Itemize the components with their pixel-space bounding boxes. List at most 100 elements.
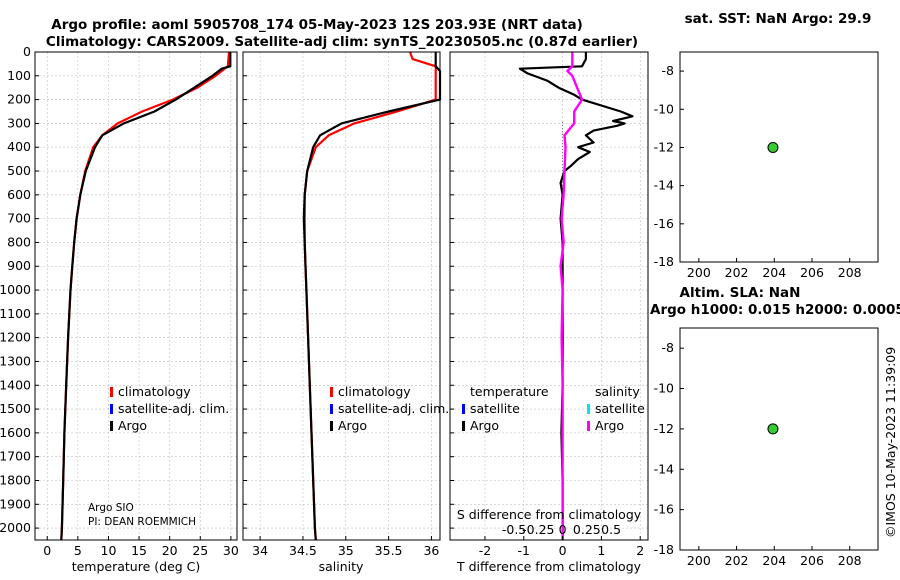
float-location-marker <box>767 423 779 435</box>
x-tick-label: 30 <box>223 543 239 558</box>
depth-tick-label: 800 <box>7 234 31 249</box>
t-difference-axis-label: T difference from climatology <box>456 559 642 574</box>
depth-tick-label: 1300 <box>0 353 31 368</box>
legend-label-argo: Argo <box>118 418 147 433</box>
series-climatology <box>60 51 231 541</box>
x-tick-label: 15 <box>131 543 147 558</box>
map-y-tick-label: -14 <box>654 461 674 476</box>
gridlines <box>35 51 648 540</box>
imos-credit: ©IMOS 10-May-2023 11:39:09 <box>883 347 898 538</box>
map-y-tick-label: -8 <box>662 340 675 355</box>
depth-tick-label: 200 <box>7 92 31 107</box>
series-temperature-argo <box>518 52 634 540</box>
legend-swatch-sal-argo <box>587 421 590 431</box>
x-tick-label: 34 <box>252 543 268 558</box>
legend-swatch-temp-satellite <box>462 404 465 414</box>
legend-label-satellite: satellite-adj. clim. <box>118 401 229 416</box>
depth-tick-label: 700 <box>7 211 31 226</box>
map-x-tick-label: 200 <box>687 553 711 568</box>
axes-frame <box>34 51 238 541</box>
map-y-tick-label: -8 <box>662 63 675 78</box>
legend-swatch-argo <box>330 421 333 431</box>
depth-tick-label: 600 <box>7 187 31 202</box>
map-y-tick-label: -14 <box>654 178 674 193</box>
x-tick-label: -1 <box>518 543 530 558</box>
series-climatology <box>303 51 437 541</box>
legend-salinity: climatology satellite-adj. clim. Argo <box>330 384 449 433</box>
map-y-tick-label: -10 <box>654 101 674 116</box>
x-tick-label: 34.5 <box>289 543 317 558</box>
legend-swatch-satellite <box>110 404 113 414</box>
legend-swatch-climatology <box>110 387 113 397</box>
map-x-tick-label: 206 <box>800 553 824 568</box>
legend-label-argo: Argo <box>338 418 367 433</box>
sla-map-title: Altim. SLA: NaN <box>680 285 801 301</box>
depth-tick-label: 1000 <box>0 282 31 297</box>
principal-investigator: PI: DEAN ROEMMICH <box>88 516 196 528</box>
map-y-tick-label: -16 <box>654 502 674 517</box>
legend-label-climatology: climatology <box>338 384 411 399</box>
s-difference-axis-label: S difference from climatology <box>457 507 642 522</box>
legend-differences: temperature satellite Argo salinity sate… <box>462 384 645 433</box>
legend-heading-salinity: salinity <box>595 384 640 399</box>
legend-label-climatology: climatology <box>118 384 191 399</box>
map-x-tick-label: 208 <box>838 553 862 568</box>
x-tick-label: 0 <box>559 543 567 558</box>
depth-tick-label: 400 <box>7 139 31 154</box>
depth-tick-label: 1400 <box>0 377 31 392</box>
depth-tick-label: 1600 <box>0 425 31 440</box>
depth-tick-label: 0 <box>23 44 31 59</box>
map-frame <box>679 327 879 551</box>
legend-swatch-argo <box>110 421 113 431</box>
map-x-tick-label: 202 <box>725 553 749 568</box>
map-x-tick-label: 208 <box>838 265 862 280</box>
series-salinity-argo <box>559 52 584 540</box>
s-difference-tick-label: -0.25 <box>522 522 554 537</box>
s-difference-tick-label: 0 <box>559 522 567 537</box>
legend-label-sal-argo: Argo <box>595 418 624 433</box>
x-tick-label: 20 <box>162 543 178 558</box>
map-y-tick-label: -18 <box>654 254 674 269</box>
x-tick-label: 36 <box>423 543 439 558</box>
depth-tick-label: 1900 <box>0 496 31 511</box>
figure-title-line1: Argo profile: aoml 5905708_174 05-May-20… <box>51 17 582 33</box>
sst-map-title: sat. SST: NaN Argo: 29.9 <box>685 11 872 27</box>
depth-tick-label: 2000 <box>0 520 31 535</box>
data-series <box>60 51 779 541</box>
legend-label-sal-satellite: satellite <box>595 401 645 416</box>
s-difference-tick-label: 0.5 <box>601 522 621 537</box>
map-x-tick-label: 204 <box>762 265 786 280</box>
map-y-tick-label: -12 <box>654 139 674 154</box>
legend-swatch-satellite <box>330 404 333 414</box>
s-difference-tick-label: 0.25 <box>573 522 601 537</box>
depth-tick-label: 500 <box>7 163 31 178</box>
x-tick-label: 1 <box>597 543 605 558</box>
salinity-axis-label: salinity <box>319 559 364 574</box>
map-x-tick-label: 206 <box>800 265 824 280</box>
depth-axis-labels: 0 100 200 300 400 500 600 700 800 900 1000 1100 1200… <box>0 44 31 535</box>
map-x-tick-label: 204 <box>762 553 786 568</box>
float-location-marker <box>767 141 779 153</box>
series-argo <box>60 52 232 541</box>
x-axis-tick-labels: 0 5 10 15 20 25 30 34 34.5 35 35.5 36 -2 -1 0 1 2-0.5-0.… <box>43 63 861 568</box>
axes-frame <box>242 51 441 541</box>
figure-title-line2: Climatology: CARS2009. Satellite-adj cli… <box>46 34 638 50</box>
series-argo <box>302 52 442 541</box>
x-tick-label: 0 <box>43 543 51 558</box>
map-frame <box>679 51 879 263</box>
legend-swatch-climatology <box>330 387 333 397</box>
x-tick-label: 25 <box>192 543 208 558</box>
depth-tick-label: 100 <box>7 68 31 83</box>
s-difference-tick-label: -0.5 <box>502 522 526 537</box>
depth-tick-label: 300 <box>7 115 31 130</box>
depth-tick-label: 1800 <box>0 472 31 487</box>
x-tick-label: 10 <box>101 543 117 558</box>
legend-heading-temperature: temperature <box>470 384 549 399</box>
map-y-tick-label: -18 <box>654 542 674 557</box>
map-y-tick-label: -16 <box>654 216 674 231</box>
legend-swatch-sal-satellite <box>587 404 590 414</box>
legend-temperature: climatology satellite-adj. clim. Argo <box>110 384 229 433</box>
x-tick-label: 5 <box>74 543 82 558</box>
legend-swatch-temp-argo <box>462 421 465 431</box>
